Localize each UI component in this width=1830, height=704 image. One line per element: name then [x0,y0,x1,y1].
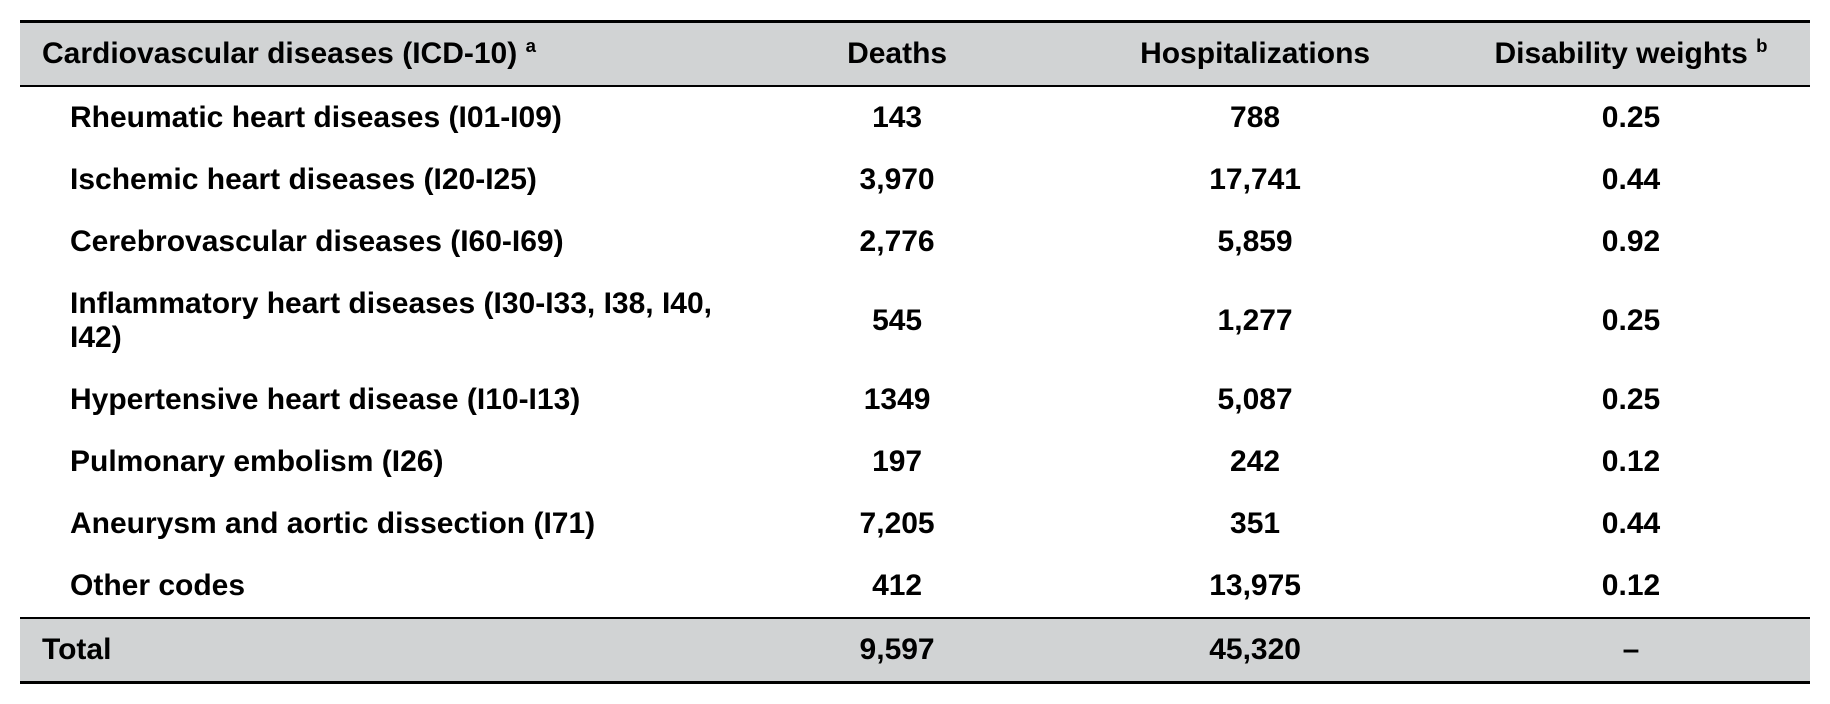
cell-deaths: 2,776 [736,211,1058,273]
table-row: Pulmonary embolism (I26)1972420.12 [20,431,1810,493]
cell-weights: 0.25 [1452,369,1810,431]
table-header: Cardiovascular diseases (ICD-10) a Death… [20,22,1810,87]
cell-weights: 0.12 [1452,431,1810,493]
cell-disease: Hypertensive heart disease (I10-I13) [20,369,736,431]
cell-weights: 0.25 [1452,273,1810,369]
cell-deaths: 3,970 [736,149,1058,211]
cell-hospitalizations: 242 [1058,431,1452,493]
cell-deaths: 197 [736,431,1058,493]
cell-weights: 0.92 [1452,211,1810,273]
footer-label: Total [20,618,736,683]
cell-disease: Aneurysm and aortic dissection (I71) [20,493,736,555]
col-header-deaths-label: Deaths [847,37,947,70]
cell-deaths: 545 [736,273,1058,369]
col-header-hospitalizations: Hospitalizations [1058,22,1452,87]
cell-hospitalizations: 13,975 [1058,555,1452,618]
cell-weights: 0.44 [1452,493,1810,555]
table-footer: Total 9,597 45,320 – [20,618,1810,683]
cell-disease: Ischemic heart diseases (I20-I25) [20,149,736,211]
col-header-weights-label: Disability weights [1494,37,1747,70]
col-header-weights-sup: b [1748,37,1768,70]
cell-disease: Inflammatory heart diseases (I30-I33, I3… [20,273,736,369]
col-header-disease-label: Cardiovascular diseases (ICD-10) [42,37,517,70]
cell-weights: 0.44 [1452,149,1810,211]
footer-hospitalizations: 45,320 [1058,618,1452,683]
cell-weights: 0.12 [1452,555,1810,618]
table-row: Aneurysm and aortic dissection (I71)7,20… [20,493,1810,555]
table-body: Rheumatic heart diseases (I01-I09)143788… [20,86,1810,618]
cell-hospitalizations: 1,277 [1058,273,1452,369]
cell-disease: Pulmonary embolism (I26) [20,431,736,493]
cell-disease: Other codes [20,555,736,618]
col-header-hospitalizations-label: Hospitalizations [1140,37,1370,70]
cell-deaths: 1349 [736,369,1058,431]
cell-hospitalizations: 5,087 [1058,369,1452,431]
cell-deaths: 7,205 [736,493,1058,555]
table-row: Other codes41213,9750.12 [20,555,1810,618]
cell-disease: Rheumatic heart diseases (I01-I09) [20,86,736,149]
table-row: Cerebrovascular diseases (I60-I69)2,7765… [20,211,1810,273]
footer-row: Total 9,597 45,320 – [20,618,1810,683]
header-row: Cardiovascular diseases (ICD-10) a Death… [20,22,1810,87]
cell-hospitalizations: 17,741 [1058,149,1452,211]
cvd-table: Cardiovascular diseases (ICD-10) a Death… [20,20,1810,684]
table-row: Inflammatory heart diseases (I30-I33, I3… [20,273,1810,369]
table-row: Rheumatic heart diseases (I01-I09)143788… [20,86,1810,149]
cell-weights: 0.25 [1452,86,1810,149]
table-row: Ischemic heart diseases (I20-I25)3,97017… [20,149,1810,211]
col-header-disease: Cardiovascular diseases (ICD-10) a [20,22,736,87]
cell-deaths: 412 [736,555,1058,618]
cell-deaths: 143 [736,86,1058,149]
table-container: Cardiovascular diseases (ICD-10) a Death… [20,20,1810,684]
cell-disease: Cerebrovascular diseases (I60-I69) [20,211,736,273]
cell-hospitalizations: 5,859 [1058,211,1452,273]
footer-deaths: 9,597 [736,618,1058,683]
table-row: Hypertensive heart disease (I10-I13)1349… [20,369,1810,431]
cell-hospitalizations: 788 [1058,86,1452,149]
col-header-weights: Disability weights b [1452,22,1810,87]
col-header-deaths: Deaths [736,22,1058,87]
footer-weights: – [1452,618,1810,683]
cell-hospitalizations: 351 [1058,493,1452,555]
col-header-disease-sup: a [517,37,536,70]
